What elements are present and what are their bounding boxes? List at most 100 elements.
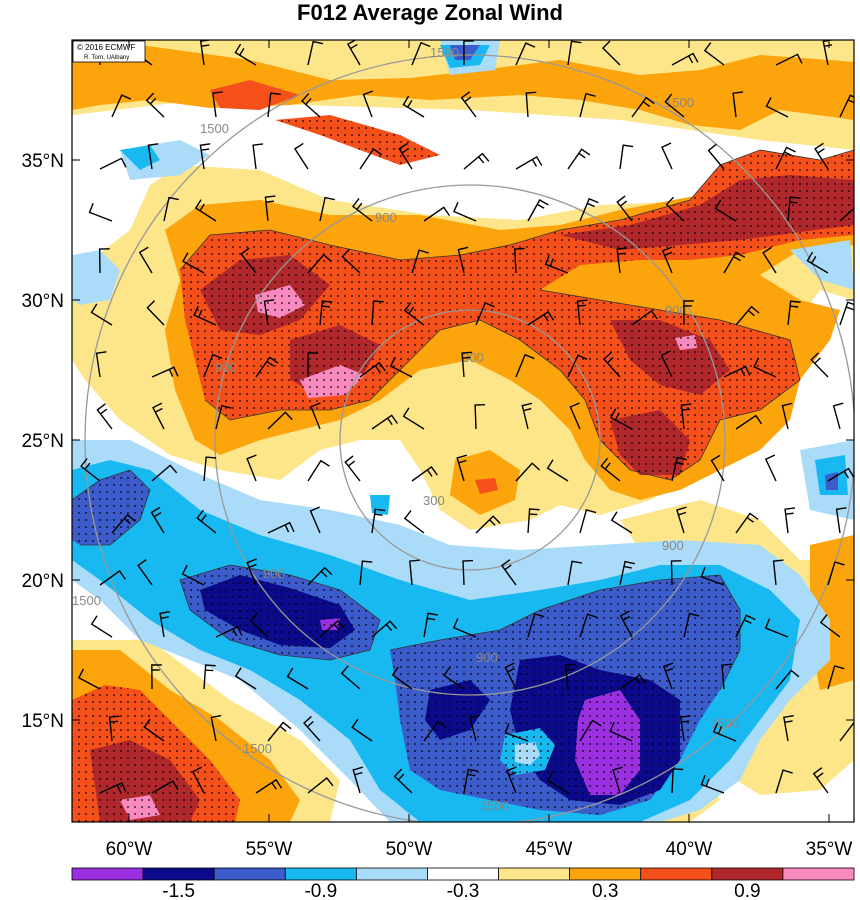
wind-barb	[546, 771, 569, 794]
wind-barb	[151, 664, 162, 690]
wind-barb	[527, 199, 549, 222]
wind-barb	[319, 619, 346, 638]
colorbar-swatch	[71, 867, 144, 881]
wind-barb	[359, 148, 383, 170]
wind-barb	[764, 454, 777, 482]
wind-barb	[423, 612, 439, 638]
wind-barb	[88, 202, 113, 222]
wind-barb	[310, 402, 321, 430]
wind-barb	[812, 767, 829, 794]
lat-label: 30°N	[22, 291, 64, 312]
wind-barb	[506, 766, 517, 794]
wind-barb	[463, 40, 474, 66]
ring-labels: 300 300 900 900 900 900 900 900 1500 150…	[72, 45, 739, 813]
wind-barb	[835, 507, 847, 534]
wind-barb	[240, 247, 257, 274]
wind-barb	[619, 610, 633, 638]
wind-barb	[181, 564, 205, 586]
wind-barb	[680, 403, 692, 430]
wind-barb	[95, 351, 107, 378]
wind-barb	[264, 195, 276, 222]
wind-barb	[77, 668, 101, 690]
wind-barb	[303, 715, 321, 742]
wind-barb	[579, 719, 602, 742]
wind-barb	[735, 414, 763, 430]
wind-barb	[609, 721, 633, 742]
wind-barb	[309, 506, 321, 534]
wind-barb	[138, 246, 153, 274]
wind-barb	[252, 143, 264, 170]
wind-barb	[504, 723, 529, 742]
wind-barb	[371, 414, 398, 430]
wind-barb	[362, 90, 374, 118]
wind-barb	[147, 143, 159, 170]
wind-barb	[764, 618, 789, 638]
wind-barb	[827, 665, 845, 690]
wind-barb	[567, 560, 583, 586]
wind-barb	[616, 195, 633, 222]
wind-barb	[784, 507, 796, 534]
wind-barb	[619, 144, 634, 170]
wind-barb	[660, 350, 673, 378]
wind-barb	[671, 456, 688, 482]
wind-barb	[735, 614, 756, 638]
wind-barb	[99, 157, 127, 170]
wind-barb	[80, 457, 101, 482]
wind-barb	[601, 40, 621, 66]
wind-barb	[199, 143, 211, 170]
wind-barb	[307, 566, 333, 586]
wind-barb	[814, 142, 829, 170]
wind-barb	[389, 356, 413, 378]
ring-label-900: 900	[263, 566, 285, 581]
wind-barb	[137, 559, 153, 586]
wind-barb	[411, 41, 431, 66]
map-panel: 300 300 900 900 900 900 900 900 1500 150…	[72, 40, 854, 822]
wind-barb	[461, 351, 473, 378]
wind-barb	[267, 521, 295, 534]
wind-barb	[662, 662, 674, 690]
wind-barb	[151, 366, 179, 378]
wind-barb	[351, 198, 373, 222]
wind-barb	[564, 663, 576, 690]
wind-barb	[151, 464, 178, 482]
wind-barb	[249, 612, 269, 638]
wind-barb	[753, 357, 777, 378]
wind-barb	[359, 560, 373, 586]
wind-barb	[721, 663, 732, 690]
wind-barb	[602, 351, 621, 378]
wind-barb	[700, 774, 725, 794]
wind-barb	[391, 666, 413, 690]
wind-barb	[474, 403, 486, 430]
wind-barb	[301, 93, 321, 118]
ring-label-1500: 1500	[72, 593, 101, 608]
wind-barb	[504, 662, 517, 690]
lat-label: 25°N	[22, 431, 64, 452]
wind-barb	[839, 94, 854, 118]
colorbar-swatch	[569, 867, 642, 881]
wind-barb	[515, 42, 536, 66]
wind-barb	[839, 301, 854, 326]
colorbar-tick-label: 0.9	[734, 881, 760, 900]
wind-barbs	[77, 40, 854, 794]
colorbar-tick-label: 0.3	[592, 881, 618, 900]
lon-label: 60°W	[106, 839, 153, 860]
wind-barb	[827, 561, 845, 586]
wind-barb	[723, 365, 751, 378]
wind-barb	[787, 300, 801, 326]
wind-barb	[146, 300, 165, 326]
wind-barb	[393, 768, 413, 794]
wind-barb	[452, 618, 477, 638]
wind-barb	[98, 248, 110, 274]
wind-barb	[546, 459, 569, 482]
lon-label: 35°W	[806, 839, 853, 860]
wind-barb	[463, 768, 479, 794]
wind-barb	[700, 567, 725, 586]
wind-barb	[527, 310, 555, 326]
wind-barb	[90, 615, 113, 638]
credit-box: © 2016 ECMWF R. Torn, UAlbany	[72, 40, 146, 63]
wind-barb	[152, 402, 165, 430]
wind-barb	[703, 42, 725, 66]
wind-barb	[108, 715, 120, 742]
wind-barb	[286, 667, 309, 690]
